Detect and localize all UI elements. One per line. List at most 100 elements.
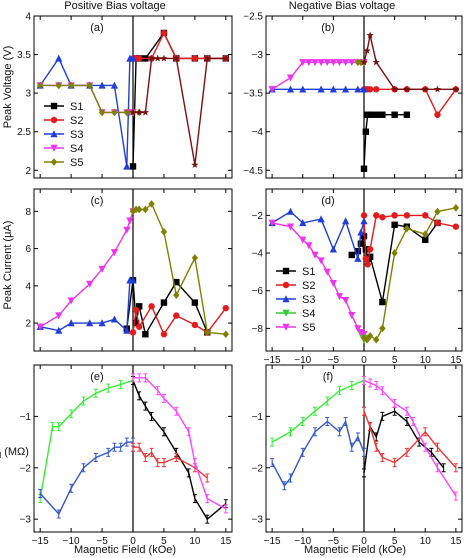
data-point [342, 59, 350, 67]
series-s2 [129, 303, 230, 338]
xlabel-left: Magnetic Field (kOe) [74, 544, 176, 556]
data-point [135, 205, 143, 214]
legend-label: S2 [70, 115, 83, 127]
data-point [86, 319, 94, 327]
data-point [222, 54, 230, 62]
series-unnamed-1 [38, 437, 135, 519]
legend-label: S5 [302, 322, 315, 334]
data-point [86, 280, 94, 288]
series-s3 [36, 276, 137, 334]
y-tick-label: −3 [252, 515, 264, 526]
ylabel-peak-current: Peak Current (μA) [2, 221, 14, 310]
panel-label: (d) [321, 195, 334, 207]
data-point [123, 226, 131, 234]
data-point [160, 331, 168, 338]
data-point [111, 108, 118, 117]
data-point [126, 217, 134, 225]
legend-marker [50, 130, 58, 138]
series-line [133, 57, 226, 166]
data-point [135, 108, 143, 116]
data-point [142, 205, 149, 214]
legend-marker [282, 267, 290, 275]
series-unnamed-4 [131, 373, 228, 514]
legend-marker [282, 295, 290, 303]
data-point [286, 207, 295, 215]
data-point [354, 254, 362, 262]
legend-label: S5 [70, 157, 83, 169]
data-point [36, 323, 44, 331]
data-point [191, 161, 199, 168]
series-s4 [268, 59, 368, 94]
data-point [141, 108, 149, 116]
data-point [123, 326, 131, 334]
series-s1 [129, 29, 230, 170]
data-point [191, 321, 199, 329]
data-point [354, 247, 362, 255]
series-unnamed-0 [38, 375, 135, 504]
panel-d: −15 −10 −5 0 5 10 15 −2 −4 −6 −8 (d) S1 S2 S3 S4 S5 [252, 188, 463, 366]
series-unnamed-5 [360, 31, 460, 93]
data-point [360, 85, 368, 93]
x-tick-label: 15 [450, 355, 462, 366]
data-point [403, 111, 411, 118]
col-title-right: Negative Bias voltage [289, 0, 395, 12]
data-point [147, 54, 156, 62]
data-point [98, 319, 106, 327]
data-point [357, 228, 365, 236]
y-tick-label: 2 [25, 166, 31, 177]
data-point [36, 81, 44, 90]
data-point [342, 85, 350, 93]
panel-b: −2.5 −3 −3.5 −4 −4.5 (b) [243, 12, 463, 179]
data-point [348, 251, 355, 259]
series-line [271, 379, 365, 443]
data-point [391, 249, 398, 257]
series-unnamed-3 [131, 442, 210, 483]
data-point [191, 299, 199, 306]
series-line [364, 88, 457, 117]
series-unnamed-0 [270, 375, 366, 447]
series-unnamed-3 [362, 406, 458, 473]
series-line [363, 113, 407, 169]
data-point [434, 219, 441, 227]
panel-c: 2 4 6 8 (c) [25, 188, 233, 352]
data-point [204, 328, 211, 337]
x-tick-label: 5 [161, 536, 167, 547]
series-line [133, 377, 227, 510]
data-point [317, 85, 325, 93]
data-point [391, 111, 398, 118]
data-point [348, 312, 356, 320]
x-tick-label: −15 [32, 536, 49, 547]
data-point [373, 111, 380, 118]
data-point [434, 111, 441, 118]
data-point [110, 315, 119, 323]
data-point [299, 236, 307, 244]
data-point [55, 54, 63, 62]
data-point [354, 325, 362, 333]
data-point [403, 224, 411, 233]
series-line [363, 379, 457, 497]
data-point [329, 85, 337, 93]
series-unnamed-5 [129, 54, 230, 168]
data-point [222, 304, 230, 312]
x-tick-label: 10 [420, 536, 432, 547]
data-point [305, 242, 313, 250]
x-tick-label: 5 [392, 355, 398, 366]
data-point [311, 251, 319, 259]
data-point [329, 245, 337, 253]
panel-a: 2 2.5 3 3.5 4 (a) S1 S2 S3 S4 S5 [17, 12, 233, 179]
panel-label: (a) [90, 22, 103, 34]
legend-marker [50, 144, 58, 152]
x-tick-label: −5 [328, 536, 340, 547]
data-point [142, 331, 149, 338]
data-point [154, 54, 162, 62]
data-point [98, 265, 106, 273]
data-point [67, 81, 75, 90]
x-tick-label: −10 [63, 536, 80, 547]
series-s4 [36, 82, 137, 117]
y-tick-label: 2.5 [17, 127, 31, 138]
y-tick-label: 2 [25, 319, 31, 330]
legend-label: S4 [70, 143, 83, 155]
y-tick-label: −8 [252, 324, 264, 335]
data-point [366, 332, 374, 340]
x-tick-label: 10 [189, 536, 201, 547]
